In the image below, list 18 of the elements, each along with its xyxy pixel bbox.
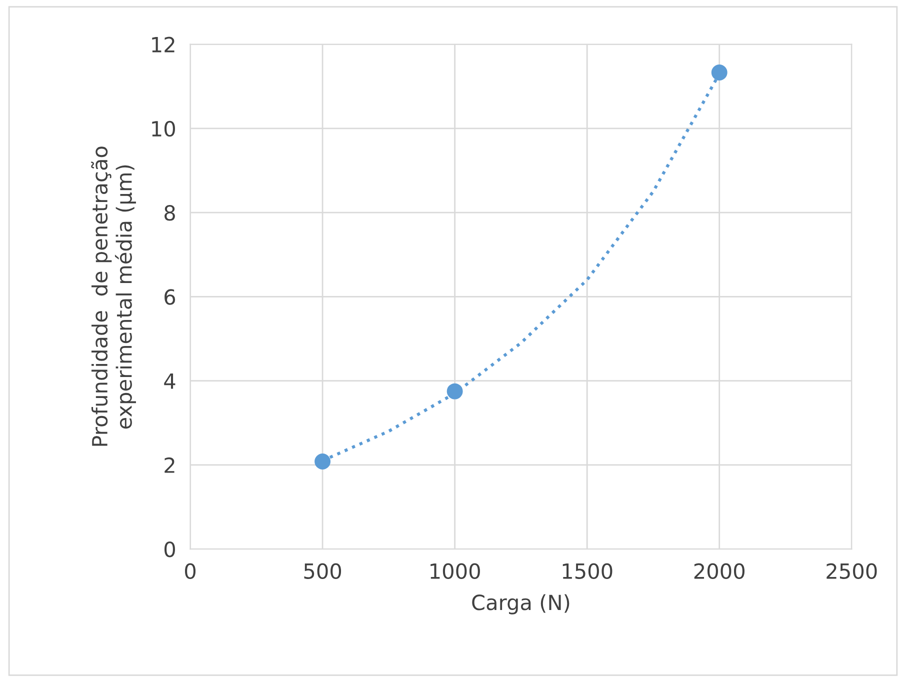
x-tick-label: 2000 <box>694 563 744 580</box>
y-tick-label: 4 <box>164 374 176 389</box>
y-tick-label: 0 <box>164 541 175 558</box>
point <box>314 454 331 470</box>
y-tick-label: 6 <box>164 289 176 305</box>
y-tick-label: 10 <box>152 120 175 137</box>
x-tick-label: 1000 <box>430 563 480 580</box>
x-tick-label: 1500 <box>562 563 612 580</box>
x-tick-label: 0 <box>185 563 196 580</box>
x-tick-label: 500 <box>304 563 342 580</box>
y-tick-label: 8 <box>164 205 175 221</box>
y-axis-title: Profundidade de penetração experimental média (µm) <box>91 146 136 446</box>
x-axis-title: Carga (N) <box>472 594 570 614</box>
x-tick-label: 2500 <box>826 563 877 580</box>
point <box>446 383 463 400</box>
point <box>711 64 728 80</box>
y-tick-label: 2 <box>164 457 174 473</box>
y-tick-label: 12 <box>152 36 174 52</box>
